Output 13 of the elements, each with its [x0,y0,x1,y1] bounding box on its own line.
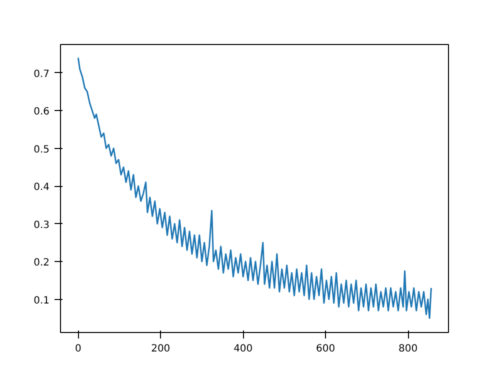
x-tick-label: 800 [398,344,418,354]
y-tick-label: 0.5 [34,144,50,156]
y-tick-label: 0.2 [34,258,50,269]
x-tick-label: 400 [234,344,253,354]
y-tick-label: 0.7 [34,68,50,80]
line-series [77,56,432,319]
y-tick-label: 0.6 [34,106,50,118]
y-tick-label: 0.1 [34,295,50,306]
x-tick-label: 600 [316,344,336,354]
y-tick-label: 0.3 [34,220,50,231]
x-tick-label: 0 [74,344,82,354]
y-tick-label: 0.4 [34,182,50,194]
x-tick-label: 200 [151,344,170,354]
